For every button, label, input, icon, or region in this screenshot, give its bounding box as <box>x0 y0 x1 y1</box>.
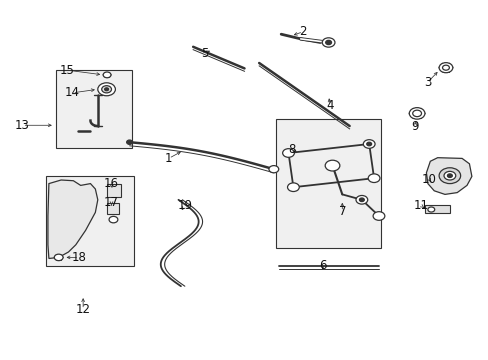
Circle shape <box>98 83 115 96</box>
Circle shape <box>442 65 448 70</box>
Text: 14: 14 <box>65 86 80 99</box>
Circle shape <box>287 183 299 192</box>
Circle shape <box>109 216 118 223</box>
Circle shape <box>268 166 278 173</box>
Text: 6: 6 <box>318 259 326 272</box>
Text: 19: 19 <box>177 199 192 212</box>
Text: 2: 2 <box>299 25 306 38</box>
Circle shape <box>359 198 364 202</box>
Text: 8: 8 <box>288 143 296 156</box>
Circle shape <box>427 207 434 212</box>
Text: 7: 7 <box>338 205 346 218</box>
Text: 3: 3 <box>423 76 431 89</box>
Circle shape <box>325 40 331 45</box>
Text: 13: 13 <box>15 119 30 132</box>
Text: 18: 18 <box>72 251 86 264</box>
Circle shape <box>126 140 132 144</box>
Circle shape <box>438 168 460 184</box>
Bar <box>106 184 121 197</box>
Circle shape <box>367 174 379 183</box>
Circle shape <box>54 254 63 261</box>
Text: 15: 15 <box>60 64 75 77</box>
Text: 11: 11 <box>413 199 428 212</box>
Circle shape <box>322 38 334 47</box>
Circle shape <box>103 72 111 78</box>
Text: 5: 5 <box>200 47 208 60</box>
Bar <box>425 205 449 213</box>
Circle shape <box>102 86 111 93</box>
Circle shape <box>443 171 455 180</box>
Text: 12: 12 <box>76 303 90 316</box>
Circle shape <box>372 212 384 220</box>
Circle shape <box>104 88 108 91</box>
Text: 17: 17 <box>104 196 119 209</box>
Circle shape <box>412 110 421 117</box>
Text: 16: 16 <box>104 177 119 190</box>
Circle shape <box>366 142 371 146</box>
Circle shape <box>282 149 294 157</box>
Circle shape <box>325 160 339 171</box>
Circle shape <box>408 108 424 119</box>
Circle shape <box>363 140 374 148</box>
Text: 9: 9 <box>410 120 418 133</box>
Bar <box>276 119 381 248</box>
Circle shape <box>438 63 452 73</box>
Bar <box>46 176 134 266</box>
Polygon shape <box>48 180 98 258</box>
Circle shape <box>447 174 451 177</box>
Bar <box>56 70 132 148</box>
Circle shape <box>355 195 367 204</box>
Text: 10: 10 <box>421 173 436 186</box>
Text: 1: 1 <box>164 152 172 165</box>
Text: 4: 4 <box>325 99 333 112</box>
Polygon shape <box>426 158 471 194</box>
Bar <box>106 203 119 214</box>
